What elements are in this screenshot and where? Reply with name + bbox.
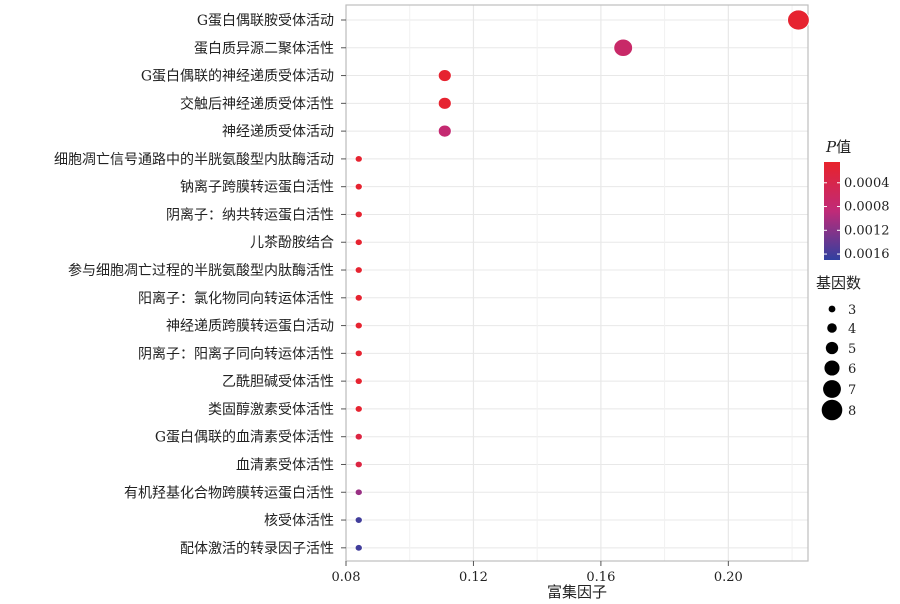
color-bar-label: 0.0012 xyxy=(844,223,890,238)
category-label: 血清素受体活性 xyxy=(236,457,334,473)
data-point xyxy=(354,266,363,274)
color-bar-label: 0.0004 xyxy=(844,176,890,191)
data-point xyxy=(354,405,363,413)
color-legend-title-suffix: 值 xyxy=(836,138,851,156)
data-point xyxy=(354,210,363,219)
color-bar-label: 0.0008 xyxy=(844,200,890,215)
grid-lines xyxy=(345,5,808,561)
category-label: 阴离子：纳共转运蛋白活性 xyxy=(166,206,334,223)
data-point xyxy=(613,38,633,57)
data-point xyxy=(787,9,810,31)
data-point xyxy=(354,349,363,358)
data-point xyxy=(354,155,363,163)
category-label: 钠离子跨膜转运蛋白活性 xyxy=(180,179,334,196)
color-bar-label: 0.0016 xyxy=(844,247,890,262)
data-point xyxy=(354,182,363,191)
color-legend: P值 0.0004 0.0008 0.0012 0.0016 xyxy=(824,138,890,262)
size-legend-items: 3 4 5 6 7 8 xyxy=(821,303,856,421)
size-legend-label: 6 xyxy=(848,362,856,377)
x-axis: 0.08 0.12 0.16 0.20 xyxy=(332,561,743,585)
category-label: 细胞凋亡信号通路中的半胱氨酸型内肽酶活动 xyxy=(54,152,334,168)
size-legend-dot xyxy=(823,380,841,398)
category-label: G蛋白偶联的血清素受体活性 xyxy=(155,430,334,446)
data-point xyxy=(437,69,452,82)
color-legend-title-italic: P xyxy=(825,138,837,156)
data-point xyxy=(354,294,363,302)
category-label: G蛋白偶联的神经递质受体活动 xyxy=(141,69,334,85)
size-legend-label: 3 xyxy=(848,303,856,318)
category-label: 类固醇激素受体活性 xyxy=(208,401,334,418)
data-point xyxy=(354,488,363,496)
category-label: 参与细胞凋亡过程的半胱氨酸型内肽酶活性 xyxy=(68,262,334,279)
data-point xyxy=(354,460,363,469)
category-label: 有机羟基化合物跨膜转运蛋白活性 xyxy=(124,484,334,501)
category-label: 乙酰胆碱受体活性 xyxy=(222,374,334,390)
plot-panel xyxy=(345,4,809,562)
size-legend-dot xyxy=(828,305,836,313)
data-point xyxy=(354,321,363,330)
category-label: 神经递质跨膜转运蛋白活动 xyxy=(166,319,334,335)
size-legend-dot xyxy=(824,360,840,376)
data-point xyxy=(437,124,452,138)
data-point xyxy=(437,96,452,110)
size-legend: 基因数 3 4 5 6 7 8 xyxy=(816,274,861,421)
size-legend-label: 5 xyxy=(848,342,856,357)
x-tick-label: 0.20 xyxy=(714,570,743,585)
size-legend-label: 4 xyxy=(848,322,856,337)
category-label: 儿茶酚胺结合 xyxy=(250,235,334,251)
x-tick-label: 0.16 xyxy=(586,570,615,585)
category-label: 神经递质受体活动 xyxy=(222,124,334,140)
size-legend-dot xyxy=(821,399,843,421)
color-bar-ticks: 0.0004 0.0008 0.0012 0.0016 xyxy=(824,176,890,262)
category-label: 核受体活性 xyxy=(264,513,334,529)
data-point xyxy=(354,544,363,552)
data-point xyxy=(354,377,363,385)
category-label: 交触后神经递质受体活性 xyxy=(180,95,334,112)
color-legend-title: P值 xyxy=(825,138,851,156)
size-legend-dot xyxy=(825,341,839,355)
data-point xyxy=(354,432,363,441)
size-legend-label: 8 xyxy=(848,404,856,419)
category-label: 阳离子：氯化物同向转运体活性 xyxy=(138,290,334,307)
size-legend-dot xyxy=(827,323,837,333)
category-label: 蛋白质异源二聚体活性 xyxy=(194,41,334,57)
x-axis-title: 富集因子 xyxy=(547,583,607,601)
x-tick-label: 0.08 xyxy=(332,570,361,585)
category-label: 阴离子：阳离子同向转运体活性 xyxy=(138,345,334,362)
x-tick-label: 0.12 xyxy=(459,570,488,585)
data-points xyxy=(354,9,810,552)
size-legend-label: 7 xyxy=(848,383,856,398)
color-bar xyxy=(824,162,840,260)
data-point xyxy=(354,238,363,246)
size-legend-title: 基因数 xyxy=(816,274,861,292)
category-label: G蛋白偶联胺受体活动 xyxy=(197,13,334,29)
category-label: 配体激活的转录因子活性 xyxy=(180,540,334,557)
data-point xyxy=(354,516,363,524)
